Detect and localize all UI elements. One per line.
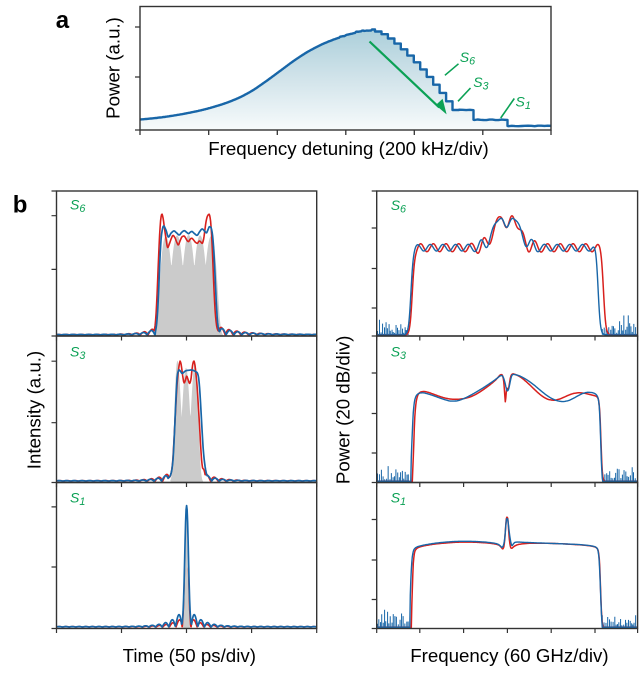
svg-text:Frequency (60 GHz/div): Frequency (60 GHz/div) — [410, 645, 608, 666]
svg-text:Power (20 dB/div): Power (20 dB/div) — [333, 336, 354, 485]
svg-text:a: a — [56, 7, 70, 34]
svg-text:b: b — [13, 192, 28, 219]
svg-text:Frequency detuning (200 kHz/di: Frequency detuning (200 kHz/div) — [208, 138, 488, 159]
svg-text:Intensity (a.u.): Intensity (a.u.) — [24, 351, 45, 469]
svg-text:Power (a.u.): Power (a.u.) — [103, 17, 124, 119]
svg-text:Time (50 ps/div): Time (50 ps/div) — [123, 645, 256, 666]
